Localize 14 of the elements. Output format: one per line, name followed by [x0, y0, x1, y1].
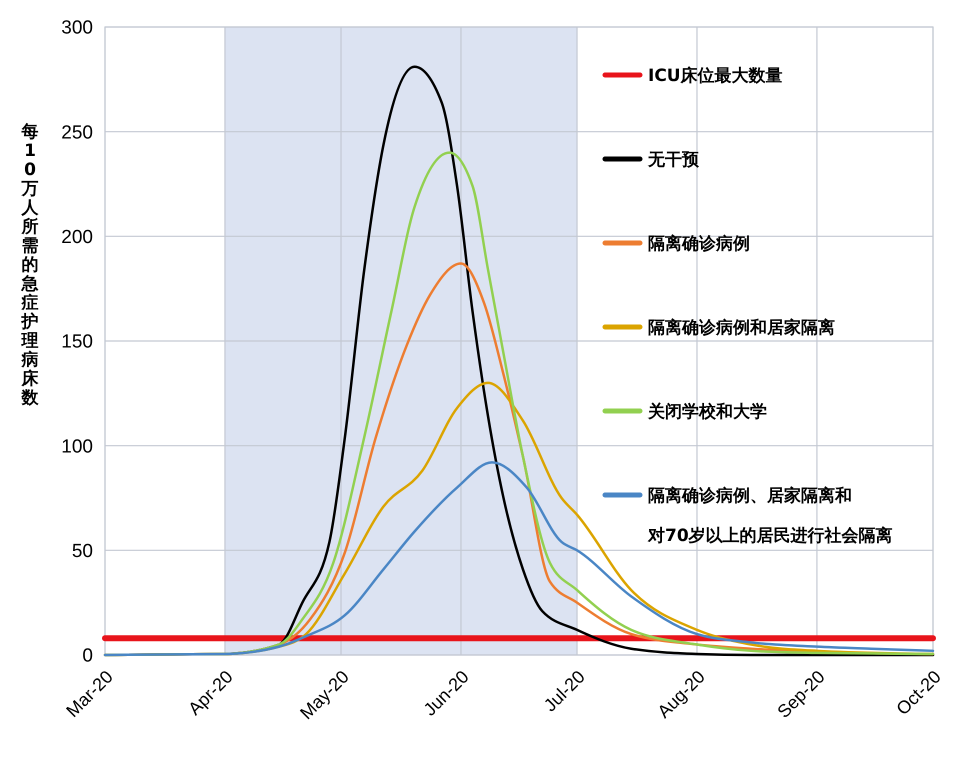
y-tick-label: 300	[61, 18, 93, 39]
y-tick-label: 0	[82, 646, 93, 667]
legend-label: 关闭学校和大学	[647, 402, 767, 422]
legend-label: 隔离确诊病例	[648, 234, 750, 254]
y-tick-label: 250	[61, 122, 93, 144]
y-tick-label: 200	[61, 226, 93, 248]
y-tick-label: 100	[61, 436, 93, 458]
legend-label: 无干预	[647, 150, 700, 170]
legend-label: 隔离确诊病例和居家隔离	[648, 318, 835, 338]
text: 每10万人所需的急症护理病床数	[22, 122, 38, 408]
y-tick-label: 50	[72, 540, 93, 562]
legend-label: 隔离确诊病例、居家隔离和对70岁以上的居民进行社会隔离	[647, 486, 893, 546]
legend-label: ICU床位最大数量	[648, 66, 783, 86]
y-tick-label: 150	[61, 332, 93, 353]
